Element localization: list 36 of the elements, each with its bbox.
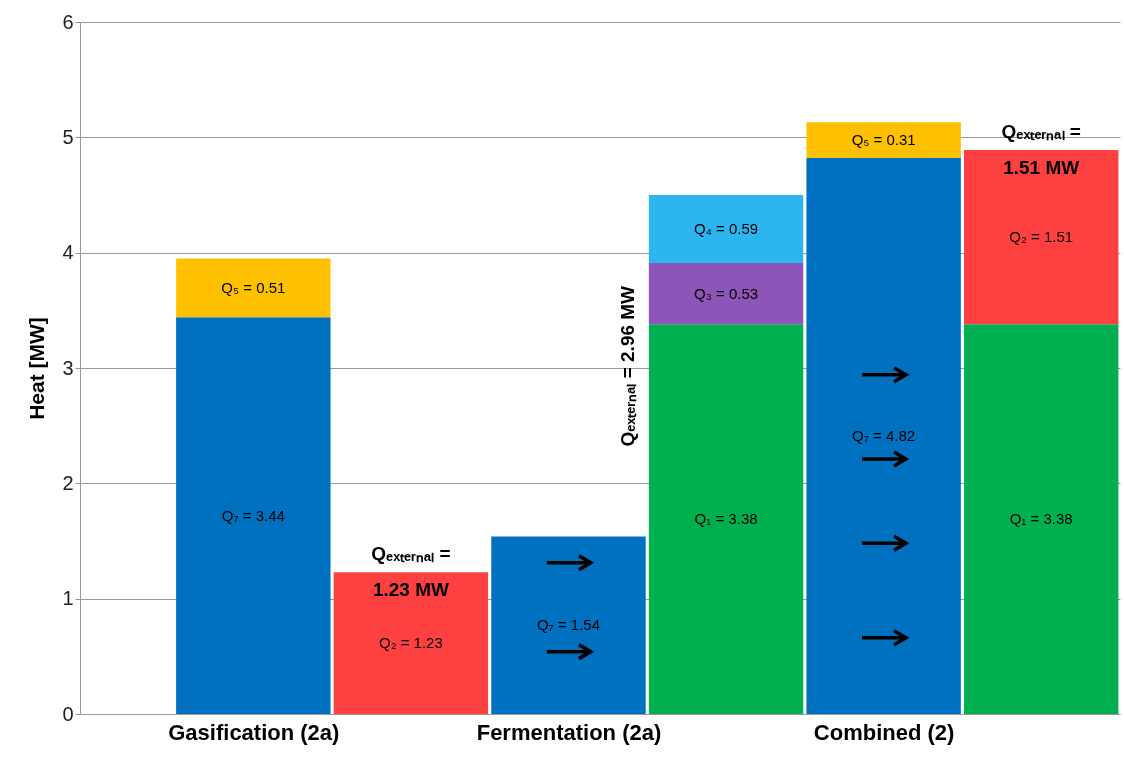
data-label: Q₇ = 1.54 bbox=[536, 616, 601, 634]
data-label: Q₇ = 4.82 bbox=[852, 427, 916, 445]
y-tick-label: 6 bbox=[62, 10, 74, 33]
y-tick-label: 1 bbox=[62, 587, 74, 610]
y-tick-label: 4 bbox=[62, 241, 74, 264]
data-label: Q₅ = 0.31 bbox=[851, 131, 916, 149]
y-tick-label: 2 bbox=[62, 471, 74, 494]
data-label: Q₇ = 3.44 bbox=[221, 506, 285, 524]
x-tick-label: Combined (2) bbox=[813, 719, 955, 745]
annotation: Qₑₓₜₑᵣₙₐₗ = 2.96 MW bbox=[617, 285, 639, 447]
bar bbox=[648, 195, 804, 264]
data-label: Q₄ = 0.59 bbox=[694, 220, 759, 238]
y-tick-label: 3 bbox=[62, 356, 74, 379]
y-tick-label: 5 bbox=[62, 125, 74, 148]
data-label: Q₁ = 3.38 bbox=[1009, 510, 1073, 528]
annotation: Qₑₓₜₑᵣₙₐₗ = 1.51 MW bbox=[1001, 121, 1081, 179]
bar bbox=[806, 158, 961, 714]
data-label: Q₅ = 0.51 bbox=[221, 278, 286, 296]
x-tick-label: Gasification (2a) bbox=[168, 719, 340, 745]
y-axis-title: Heat [MW] bbox=[25, 317, 49, 420]
bar bbox=[648, 324, 804, 714]
bar bbox=[491, 536, 646, 714]
x-tick-label: Fermentation (2a) bbox=[476, 719, 662, 745]
data-label: Q₁ = 3.38 bbox=[694, 510, 758, 528]
bar bbox=[176, 317, 331, 714]
bar bbox=[964, 324, 1119, 714]
bar bbox=[333, 572, 489, 714]
data-label: Q₃ = 0.53 bbox=[694, 284, 759, 302]
annotation: Qₑₓₜₑᵣₙₐₗ = 1.23 MW bbox=[371, 543, 451, 601]
data-label: Q₂ = 1.51 bbox=[1009, 228, 1074, 246]
bar bbox=[648, 263, 804, 325]
bar bbox=[964, 150, 1119, 325]
bar bbox=[176, 258, 331, 318]
data-label: Q₂ = 1.23 bbox=[379, 634, 443, 652]
y-tick-label: 0 bbox=[62, 702, 74, 725]
bar bbox=[806, 122, 961, 159]
